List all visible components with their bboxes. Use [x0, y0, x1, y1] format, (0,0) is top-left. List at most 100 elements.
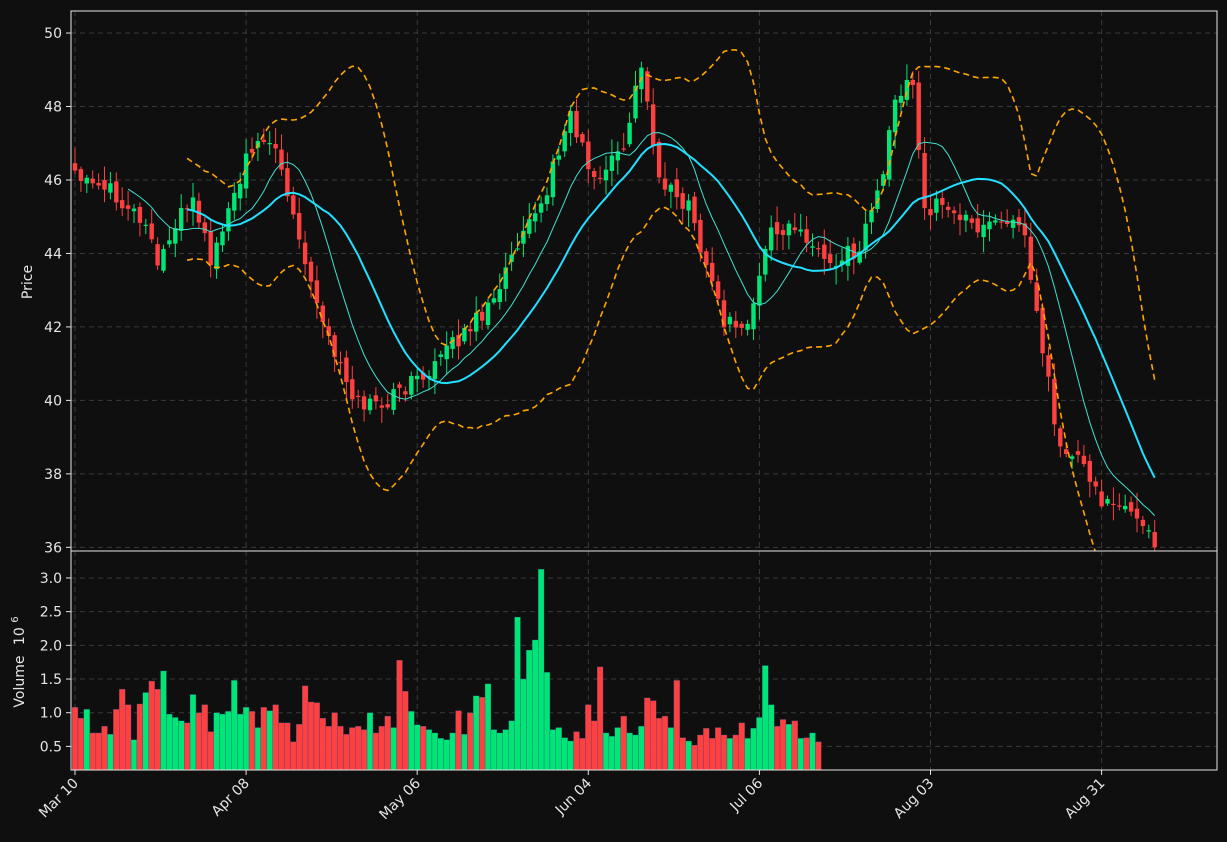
volume-frame — [70, 550, 1218, 771]
candle-body — [668, 184, 674, 192]
volume-bar — [638, 726, 645, 771]
price-tick-label: 44 — [44, 246, 62, 262]
candle-body — [403, 391, 408, 395]
candle-body — [774, 222, 780, 235]
candle-body — [1087, 460, 1092, 482]
volume-bar — [532, 639, 539, 771]
candle-body — [1123, 505, 1128, 510]
candle-body — [745, 323, 750, 330]
candle-body — [533, 213, 538, 222]
candle-body — [751, 303, 756, 330]
candle-body — [184, 208, 190, 210]
volume-bar — [656, 717, 663, 771]
candle-body — [485, 302, 491, 325]
candle-body — [527, 219, 532, 234]
volume-bar — [183, 722, 191, 771]
candle-body — [1064, 449, 1069, 454]
candle-body — [934, 198, 939, 213]
candle-body — [503, 267, 508, 289]
candle-body — [1046, 355, 1051, 377]
volume-bar — [632, 734, 639, 771]
volume-bar — [408, 711, 415, 771]
volume-bar — [490, 729, 498, 771]
upper-band-line — [186, 49, 1156, 381]
volume-bar — [608, 736, 616, 771]
volume-bar — [791, 720, 798, 771]
candle-body — [373, 395, 379, 402]
volume-bar — [425, 729, 433, 771]
volume-bar — [467, 712, 474, 771]
volume-bar — [514, 616, 521, 771]
candle-body — [851, 243, 856, 259]
candle-body — [975, 218, 980, 233]
volume-bar — [119, 688, 126, 771]
volume-panel: 0.5 1.0 1.5 2.0 2.5 3.0 — [40, 550, 1218, 771]
volume-bar — [301, 685, 309, 771]
candle-body — [810, 246, 815, 248]
candle-body — [763, 248, 768, 275]
candle-body — [90, 178, 95, 184]
volume-bar — [207, 731, 214, 771]
candle-body — [1111, 503, 1116, 505]
volume-bar — [803, 737, 810, 771]
volume-bar — [520, 678, 527, 771]
candle-body — [238, 183, 243, 199]
volume-bar — [343, 734, 350, 771]
volume-bar — [455, 710, 462, 771]
volume-axis-exponent-base: 10 — [12, 627, 28, 645]
volume-bar — [815, 741, 822, 771]
volume-bar — [290, 741, 297, 771]
volume-bar — [325, 726, 332, 771]
volume-bar — [378, 726, 385, 771]
candle-body — [603, 169, 609, 181]
candle-body — [574, 110, 579, 138]
candle-body — [822, 244, 827, 259]
volume-bar — [750, 728, 757, 771]
price-axis-title: Price — [20, 265, 36, 299]
candle-body — [715, 281, 721, 299]
volume-bar — [809, 732, 816, 771]
candle-body — [1146, 530, 1151, 532]
candle-body — [320, 305, 325, 322]
volume-bar — [667, 727, 675, 771]
candle-body — [332, 335, 337, 358]
volume-bar — [526, 649, 533, 771]
volume-bar — [272, 704, 279, 771]
candle-body — [497, 289, 502, 302]
volume-bar — [484, 683, 492, 771]
candle-body — [651, 104, 656, 146]
candle-body — [108, 183, 113, 193]
volume-bar — [478, 697, 486, 771]
volume-bar — [585, 704, 592, 771]
volume-bar — [296, 724, 303, 771]
volume-bar — [319, 717, 326, 771]
volume-bar — [77, 717, 84, 771]
volume-bar — [160, 670, 167, 771]
volume-bar — [201, 704, 208, 771]
candle-body — [1016, 217, 1022, 226]
candle-body — [409, 375, 414, 395]
candle-body — [361, 396, 367, 410]
candle-body — [1028, 236, 1033, 280]
volume-tick-label: 1.0 — [40, 706, 62, 722]
candle-body — [249, 148, 255, 153]
volume-bar — [83, 709, 90, 771]
volume-bar — [561, 737, 568, 771]
candle-body — [521, 230, 526, 244]
candle-body — [568, 111, 573, 133]
volume-bar — [178, 720, 185, 771]
candle-body — [261, 139, 266, 142]
candle-body — [733, 320, 738, 328]
candle-body — [839, 260, 845, 265]
volume-bar — [691, 744, 698, 771]
volume-bar — [154, 688, 161, 771]
candle-body — [721, 300, 727, 328]
candle-body — [609, 155, 615, 171]
volume-bar — [113, 709, 120, 771]
volume-bar — [248, 711, 256, 771]
volume-bar — [543, 672, 551, 771]
fast-ma-line — [127, 132, 1156, 516]
candle-body — [686, 200, 691, 211]
